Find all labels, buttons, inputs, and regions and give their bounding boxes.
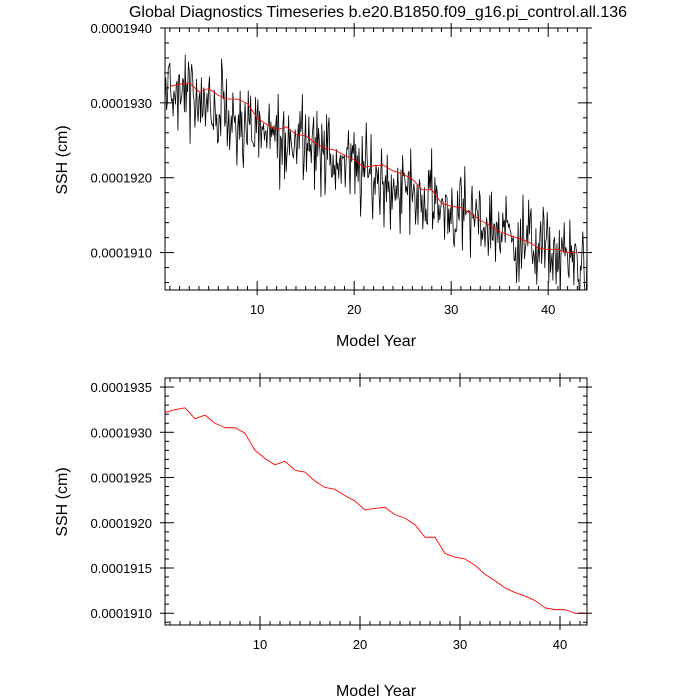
y-tick-label: 0.0001920 — [91, 516, 152, 531]
y-tick-label: 0.0001910 — [91, 246, 152, 261]
x-tick-label: 40 — [541, 302, 555, 317]
bottom-x-axis-label: Model Year — [336, 683, 417, 700]
plot-frame — [164, 377, 588, 626]
y-tick-label: 0.0001930 — [91, 425, 152, 440]
x-tick-label: 10 — [253, 637, 267, 652]
series-line-annual-mean-ssh — [165, 407, 585, 614]
y-tick-label: 0.0001925 — [91, 471, 152, 486]
x-tick-label: 30 — [444, 302, 458, 317]
y-tick-label: 0.0001910 — [91, 606, 152, 621]
chart-title: Global Diagnostics Timeseries b.e20.B185… — [129, 4, 627, 21]
x-tick-label: 30 — [453, 637, 467, 652]
plot-frame — [164, 27, 588, 291]
x-tick-label: 40 — [553, 637, 567, 652]
top-x-axis-label: Model Year — [336, 333, 417, 350]
bottom-y-axis-label: SSH (cm) — [54, 467, 71, 536]
y-tick-label: 0.0001930 — [91, 96, 152, 111]
series-line-running-mean — [169, 82, 578, 254]
x-tick-label: 10 — [250, 302, 264, 317]
y-tick-label: 0.0001935 — [91, 380, 152, 395]
top-timeseries-panel: 10 20 30 40 0.0001910 0.0001920 0.0001930 0.000… — [91, 21, 592, 317]
y-tick-label: 0.0001915 — [91, 561, 152, 576]
bottom-annual-mean-panel: 10 20 30 40 0.0001910 0.0001915 0.0001920 0.000… — [91, 373, 592, 652]
y-tick-label: 0.0001920 — [91, 171, 152, 186]
y-tick-label: 0.0001940 — [91, 21, 152, 36]
x-tick-label: 20 — [347, 302, 361, 317]
x-tick-label: 20 — [353, 637, 367, 652]
series-line-monthly-ssh — [165, 54, 587, 290]
top-y-axis-label: SSH (cm) — [54, 125, 71, 194]
